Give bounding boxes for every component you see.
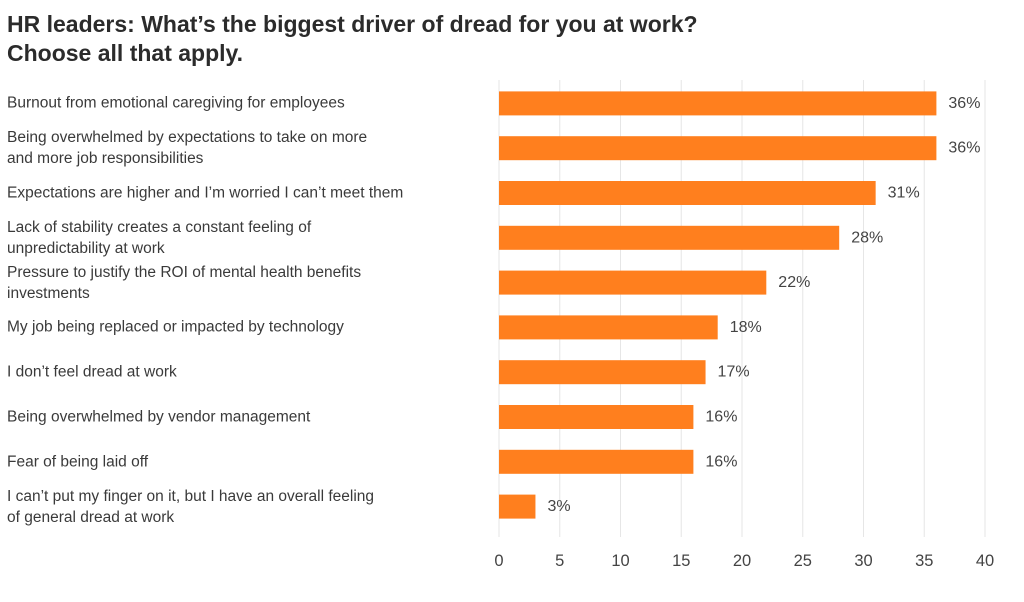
bars bbox=[499, 91, 937, 519]
chart-title-line: HR leaders: What’s the biggest driver of… bbox=[7, 11, 698, 37]
value-label: 36% bbox=[948, 95, 980, 112]
bar bbox=[499, 136, 937, 161]
category-label: Fear of being laid off bbox=[7, 451, 477, 472]
category-label-line: Lack of stability creates a constant fee… bbox=[7, 218, 312, 236]
category-label: I don’t feel dread at work bbox=[7, 362, 477, 383]
category-label-line: Being overwhelmed by expectations to tak… bbox=[7, 129, 368, 147]
category-label-line: of general dread at work bbox=[7, 508, 175, 526]
category-label-line: Being overwhelmed by vendor management bbox=[7, 408, 311, 426]
category-label: Being overwhelmed by vendor management bbox=[7, 407, 477, 428]
category-label-line: Fear of being laid off bbox=[7, 453, 149, 471]
bar bbox=[499, 360, 706, 385]
bar bbox=[499, 181, 876, 205]
category-label-line: Expectations are higher and I’m worried … bbox=[7, 184, 404, 202]
category-label: Burnout from emotional caregiving for em… bbox=[7, 93, 477, 114]
value-label: 3% bbox=[547, 498, 570, 515]
category-label: Being overwhelmed by expectations to tak… bbox=[7, 127, 477, 169]
value-label: 36% bbox=[948, 140, 980, 157]
value-label: 31% bbox=[888, 185, 920, 202]
x-tick-label: 20 bbox=[733, 552, 751, 570]
category-label: Expectations are higher and I’m worried … bbox=[7, 183, 477, 204]
category-label-line: and more job responsibilities bbox=[7, 150, 204, 168]
x-tick-label: 5 bbox=[555, 552, 564, 570]
category-label: My job being replaced or impacted by tec… bbox=[7, 317, 477, 338]
x-tick-label: 15 bbox=[672, 552, 690, 570]
category-label-line: unpredictability at work bbox=[7, 239, 165, 257]
category-label-line: I can’t put my finger on it, but I have … bbox=[7, 487, 375, 505]
bar bbox=[499, 315, 718, 340]
bar bbox=[499, 225, 840, 250]
category-label-line: I don’t feel dread at work bbox=[7, 363, 177, 381]
category-label-line: Pressure to justify the ROI of mental he… bbox=[7, 263, 362, 281]
category-label-line: Burnout from emotional caregiving for em… bbox=[7, 94, 345, 112]
bar bbox=[499, 405, 694, 429]
x-tick-label: 25 bbox=[794, 552, 812, 570]
value-label: 22% bbox=[778, 274, 810, 291]
value-label: 28% bbox=[851, 229, 883, 246]
x-axis-ticks: 0 5 10 15 20 25 30 35 40 bbox=[494, 552, 994, 570]
value-label: 18% bbox=[730, 319, 762, 336]
x-tick-label: 30 bbox=[854, 552, 872, 570]
bar bbox=[499, 91, 937, 116]
x-tick-label: 40 bbox=[976, 552, 994, 570]
category-label: Pressure to justify the ROI of mental he… bbox=[7, 262, 477, 304]
x-tick-label: 35 bbox=[915, 552, 933, 570]
chart-title: HR leaders: What’s the biggest driver of… bbox=[7, 10, 1007, 68]
chart-title-line: Choose all that apply. bbox=[7, 40, 243, 66]
x-tick-label: 10 bbox=[611, 552, 629, 570]
value-labels: 36% 36% 31% 28% 22% 18% 17% 16% 16% 3% bbox=[547, 95, 980, 515]
value-label: 16% bbox=[705, 453, 737, 470]
category-label: Lack of stability creates a constant fee… bbox=[7, 217, 477, 259]
category-label: I can’t put my finger on it, but I have … bbox=[7, 486, 477, 528]
bar bbox=[499, 270, 767, 295]
category-label-line: investments bbox=[7, 284, 90, 302]
bar bbox=[499, 449, 694, 474]
x-tick-label: 0 bbox=[494, 552, 503, 570]
category-label-line: My job being replaced or impacted by tec… bbox=[7, 318, 344, 336]
value-label: 17% bbox=[718, 364, 750, 381]
value-label: 16% bbox=[705, 409, 737, 426]
bar bbox=[499, 494, 536, 519]
